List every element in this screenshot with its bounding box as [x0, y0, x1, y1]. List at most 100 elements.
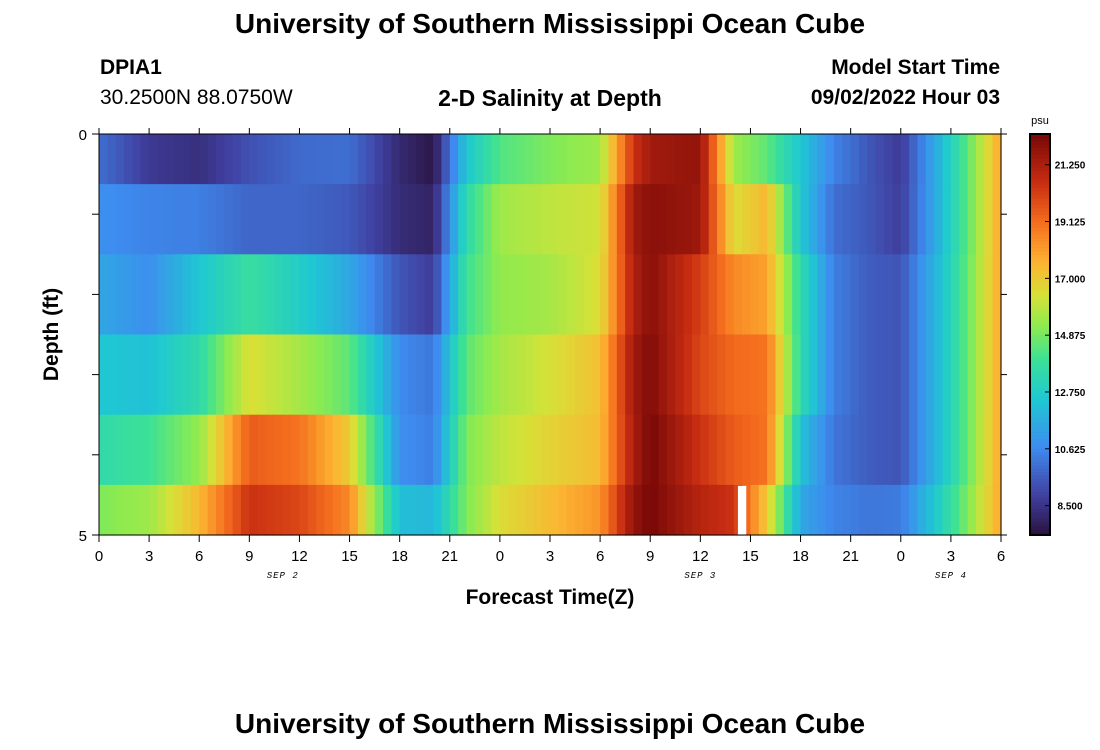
heatmap-cell	[524, 484, 534, 536]
heatmap-cell	[792, 484, 802, 536]
colorbar-segment	[1030, 521, 1050, 526]
colorbar-segment	[1030, 401, 1050, 406]
heatmap-cell	[767, 254, 777, 336]
heatmap-cell	[925, 484, 935, 536]
heatmap-cell	[683, 134, 693, 185]
colorbar-tick-label: 12.750	[1055, 388, 1086, 399]
heatmap-cell	[341, 414, 351, 486]
heatmap-cell	[808, 334, 818, 416]
heatmap-cell	[950, 184, 960, 255]
heatmap-cell	[808, 134, 818, 185]
x-tick-label: 3	[546, 548, 554, 565]
heatmap-cell	[240, 184, 250, 255]
heatmap-cell	[232, 414, 242, 486]
heatmap-cell	[341, 184, 351, 255]
heatmap-cell	[149, 134, 159, 185]
heatmap-cell	[666, 254, 676, 336]
colorbar-segment	[1030, 147, 1050, 152]
heatmap-cell	[767, 134, 777, 185]
heatmap-cell	[800, 484, 810, 536]
colorbar-segment	[1030, 421, 1050, 426]
heatmap-cell	[115, 254, 125, 336]
heatmap-cell	[299, 254, 309, 336]
heatmap-cell	[165, 334, 175, 416]
heatmap-cell	[859, 484, 868, 536]
heatmap-cell	[875, 254, 885, 336]
colorbar-segment	[1030, 194, 1050, 199]
heatmap-cell	[884, 134, 894, 185]
colorbar-segment	[1030, 484, 1050, 489]
heatmap-cell	[842, 184, 852, 255]
heatmap-cell	[516, 484, 526, 536]
heatmap-cell	[641, 134, 651, 185]
colorbar-tick-label: 8.500	[1057, 502, 1082, 513]
heatmap-cell	[842, 134, 852, 185]
colorbar-segment	[1030, 394, 1050, 399]
heatmap-cell	[449, 334, 459, 416]
colorbar-segment	[1030, 160, 1050, 165]
colorbar-segment	[1030, 364, 1050, 369]
heatmap-cell	[892, 414, 902, 486]
heatmap-cell	[658, 484, 668, 536]
colorbar-segment	[1030, 411, 1050, 416]
colorbar-segment	[1030, 384, 1050, 389]
heatmap-cell	[817, 134, 827, 185]
heatmap-cell	[307, 254, 317, 336]
heatmap-cell	[182, 334, 192, 416]
heatmap-cell	[341, 134, 351, 185]
heatmap-cell	[174, 484, 184, 536]
heatmap-cell	[767, 484, 777, 536]
heatmap-cell	[675, 484, 685, 536]
heatmap-cell	[508, 414, 518, 486]
colorbar-segment	[1030, 494, 1050, 499]
heatmap-cell	[850, 134, 860, 185]
heatmap-cell	[600, 254, 610, 336]
colorbar-segment	[1030, 357, 1050, 362]
heatmap-cell	[583, 414, 593, 486]
colorbar-tick-label: 19.125	[1055, 218, 1086, 229]
heatmap-cell	[199, 414, 209, 486]
heatmap-cell	[149, 334, 159, 416]
station-id: DPIA1	[100, 56, 162, 79]
heatmap-cell	[474, 134, 484, 185]
heatmap-cell	[900, 184, 910, 255]
heatmap-cell	[900, 414, 910, 486]
colorbar-segment	[1030, 220, 1050, 225]
heatmap-cell	[708, 484, 718, 536]
heatmap-cell	[449, 484, 459, 536]
heatmap-cell	[700, 334, 710, 416]
heatmap-cell	[341, 334, 351, 416]
heatmap-cell	[658, 134, 668, 185]
heatmap-cell	[541, 134, 551, 185]
heatmap-cell	[591, 254, 601, 336]
heatmap-cell	[524, 184, 534, 255]
heatmap-cell	[299, 484, 309, 536]
colorbar-segment	[1030, 471, 1050, 476]
heatmap-cell	[124, 254, 134, 336]
heatmap-cell	[616, 334, 626, 416]
colorbar-segment	[1030, 180, 1050, 185]
heatmap-cell	[382, 414, 392, 486]
heatmap-cell	[575, 184, 585, 255]
colorbar-segment	[1030, 428, 1050, 433]
colorbar-segment	[1030, 397, 1050, 402]
heatmap-cell	[165, 414, 175, 486]
heatmap-cell	[382, 254, 392, 336]
heatmap-cell	[257, 134, 267, 185]
heatmap-cell	[157, 184, 167, 255]
colorbar-segment	[1030, 324, 1050, 329]
heatmap-cell	[775, 484, 785, 536]
colorbar-segment	[1030, 214, 1050, 219]
heatmap-cell	[140, 134, 150, 185]
heatmap-cell	[282, 484, 292, 536]
heatmap-cell	[833, 484, 843, 536]
heatmap-cell	[600, 134, 610, 185]
heatmap-cell	[792, 134, 802, 185]
heatmap-cell	[625, 134, 635, 185]
colorbar-frame	[1029, 133, 1051, 536]
heatmap-cell	[533, 184, 543, 255]
heatmap-cell	[808, 184, 818, 255]
colorbar-segment	[1030, 344, 1050, 349]
heatmap-cell	[524, 254, 534, 336]
heatmap-cell	[107, 254, 117, 336]
